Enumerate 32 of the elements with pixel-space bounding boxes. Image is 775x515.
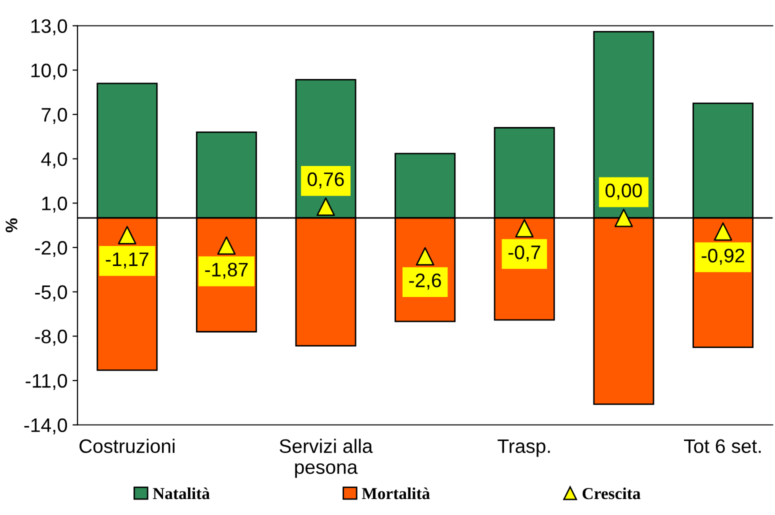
- y-tick-label: 10,0: [31, 64, 68, 80]
- legend-label: Crescita: [582, 487, 640, 500]
- y-tick-label: 4,0: [41, 152, 68, 168]
- y-tick-label: 13,0: [31, 19, 68, 36]
- point: [416, 247, 434, 266]
- y-tick-label: 1,0: [42, 196, 68, 213]
- point: [714, 222, 732, 241]
- point: [118, 226, 136, 244]
- y-tick-label: -5,0: [35, 285, 68, 302]
- data-label: -1,87: [205, 262, 248, 279]
- y-axis-title: %: [6, 218, 18, 232]
- data-label: 0,76: [308, 172, 344, 188]
- x-tick-label: Costruzioni: [80, 438, 174, 454]
- point: [614, 208, 633, 228]
- y-tick-label: -2,0: [35, 240, 68, 258]
- data-label: -1,17: [106, 252, 148, 268]
- y-tick-label: -14,0: [24, 418, 68, 434]
- y-tick-label: -11,0: [26, 374, 68, 390]
- legend-label: Natalità: [152, 487, 210, 500]
- y-tick-label: 7,0: [42, 108, 68, 124]
- y-tick-label: -8,0: [35, 330, 68, 346]
- point: [515, 219, 534, 238]
- data-label: 0,00: [606, 184, 642, 200]
- point: [316, 197, 335, 216]
- data-label: -0,92: [702, 248, 744, 265]
- x-tick-label: Tot 6 set.: [684, 439, 761, 454]
- x-tick-label: Servizi alla pesona: [280, 438, 373, 478]
- data-label: -2,6: [409, 274, 441, 290]
- legend-label: Mortalità: [362, 487, 430, 500]
- point: [217, 236, 236, 255]
- data-label: -0,7: [508, 245, 540, 262]
- x-tick-label: Trasp.: [498, 439, 550, 457]
